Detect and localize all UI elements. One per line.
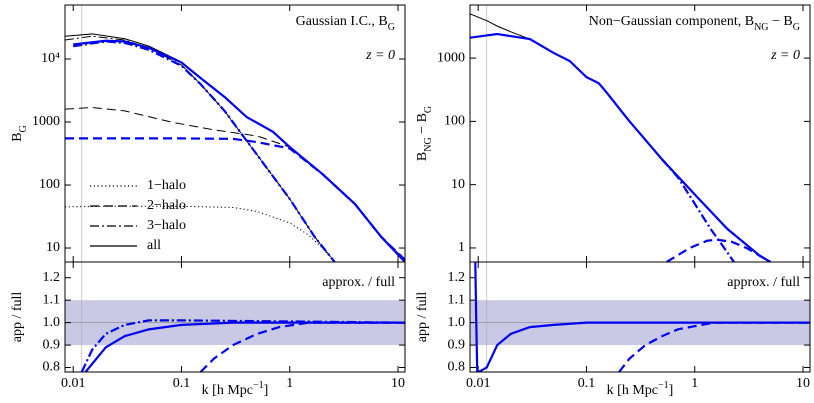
text-part: Non−Gaussian component, B <box>589 14 754 29</box>
legend-label: 2−halo <box>147 198 186 213</box>
y-axis-label: BG <box>10 125 29 142</box>
legend-label: all <box>147 238 161 253</box>
curve <box>470 13 531 40</box>
text-part: B <box>415 152 430 161</box>
x-tick-label: 0.01 <box>466 376 491 391</box>
y-tick-label: 10 <box>451 177 465 192</box>
legend-label: 3−halo <box>147 218 186 233</box>
text-part: z = 0 <box>365 48 395 63</box>
text-part: G <box>793 22 800 33</box>
x-tick-label: 1 <box>286 376 293 391</box>
x-tick-label: 1 <box>691 376 698 391</box>
x-tick-label: 10 <box>796 376 810 391</box>
text-part: app / full <box>10 292 25 343</box>
y-tick-label: 1.0 <box>43 315 61 330</box>
y-tick-label: 10 <box>46 240 60 255</box>
ratio-y-axis-label: app / full <box>10 292 25 343</box>
y-tick-label: 1000 <box>437 50 465 65</box>
text-part: G <box>423 106 434 113</box>
curve <box>474 262 810 372</box>
text-part: k [h Mpc <box>607 383 658 398</box>
ratio-y-axis-label: app / full <box>415 292 430 343</box>
plot-frame <box>64 261 406 373</box>
x-tick-label: 0.1 <box>578 376 596 391</box>
y-tick-label: 0.8 <box>448 360 466 375</box>
y-tick-label: 100 <box>39 177 60 192</box>
text-part: −1 <box>658 380 669 391</box>
text-part: B <box>10 132 25 141</box>
y-tick-label: 1.2 <box>43 270 61 285</box>
y-tick-label: 1 <box>458 240 465 255</box>
x-tick-label: 0.1 <box>173 376 191 391</box>
text-part: ] <box>669 383 674 398</box>
text-part: − B <box>769 14 793 29</box>
y-tick-label: 100 <box>444 114 465 129</box>
text-part: G <box>388 22 395 33</box>
text-part: approx. / full <box>727 275 800 290</box>
legend-label: 1−halo <box>147 178 186 193</box>
y-tick-label: 1.2 <box>448 270 466 285</box>
y-tick-label: 1.0 <box>448 315 466 330</box>
x-tick-label: 0.01 <box>61 376 86 391</box>
text-part: − B <box>415 113 430 137</box>
curve <box>80 319 405 372</box>
plot-frame <box>64 4 406 263</box>
text-part: −1 <box>253 380 264 391</box>
y-tick-label: 1.1 <box>448 292 466 307</box>
curve <box>84 321 405 372</box>
annotation: z = 0 <box>770 48 800 63</box>
curve <box>73 39 405 262</box>
y-tick-label: 10⁴ <box>41 51 60 66</box>
ratio-annotation: approx. / full <box>322 275 395 290</box>
plot-frame <box>469 261 811 373</box>
text-part: G <box>18 125 29 132</box>
text-part: NG <box>754 22 768 33</box>
text-part: app / full <box>415 292 430 343</box>
curve <box>199 321 405 372</box>
text-part: Gaussian I.C., B <box>296 14 388 29</box>
curve <box>73 40 336 262</box>
ratio-annotation: approx. / full <box>727 275 800 290</box>
x-tick-label: 10 <box>391 376 405 391</box>
text-part: approx. / full <box>322 275 395 290</box>
curve <box>470 32 771 262</box>
text-part: ] <box>264 383 269 398</box>
annotation: z = 0 <box>365 48 395 63</box>
curve <box>661 158 735 262</box>
text-part: z = 0 <box>770 48 800 63</box>
curve <box>65 35 336 262</box>
x-axis-label: k [h Mpc−1] <box>607 380 674 398</box>
x-axis-label: k [h Mpc−1] <box>202 380 269 398</box>
curve <box>65 205 336 262</box>
curve <box>65 137 405 261</box>
text-part: NG <box>423 137 434 151</box>
curve <box>65 106 405 261</box>
y-tick-label: 0.8 <box>43 360 61 375</box>
panel-title: Non−Gaussian component, BNG − BG <box>589 14 800 33</box>
y-tick-label: 0.9 <box>43 337 61 352</box>
y-tick-label: 0.9 <box>448 337 466 352</box>
y-tick-label: 1.1 <box>43 292 61 307</box>
text-part: k [h Mpc <box>202 383 253 398</box>
y-axis-label: BNG − BG <box>415 106 434 161</box>
panel-title: Gaussian I.C., BG <box>296 14 395 33</box>
curve <box>65 33 405 262</box>
curve <box>618 321 810 372</box>
y-tick-label: 1000 <box>32 114 60 129</box>
